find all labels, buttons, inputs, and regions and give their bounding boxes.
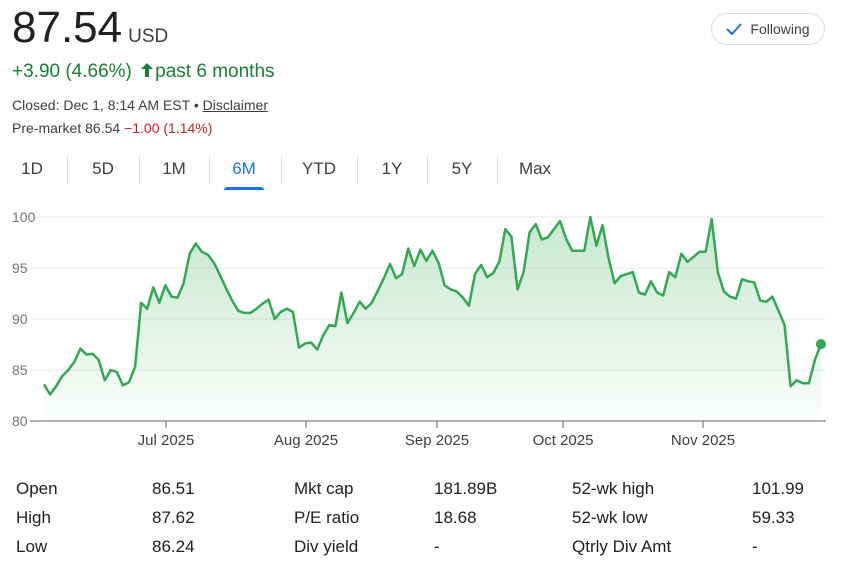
disclaimer-link[interactable]: Disclaimer xyxy=(202,97,268,113)
tab-divider xyxy=(427,156,428,184)
tab-5y[interactable]: 5Y xyxy=(451,159,473,178)
tab-divider xyxy=(281,156,282,184)
y-tick-label: 85 xyxy=(12,362,28,378)
stat-label: Low xyxy=(16,537,48,556)
following-label: Following xyxy=(750,21,810,37)
change-period: past 6 months xyxy=(155,61,275,82)
stat-label: Open xyxy=(16,479,58,498)
last-price-dot xyxy=(816,339,826,350)
stat-value: 18.68 xyxy=(434,508,477,527)
stat-value: 86.51 xyxy=(152,479,195,498)
price-change: +3.90 (4.66%) past 6 months xyxy=(12,61,275,83)
price-line xyxy=(42,215,823,396)
tab-divider xyxy=(497,156,498,184)
premarket-info: Pre-market 86.54 −1.00 (1.14%) xyxy=(12,120,212,136)
meta-separator: • xyxy=(189,97,203,113)
range-tabs: 1D 5D 1M 6M YTD 1Y 5Y Max xyxy=(0,150,600,190)
tab-1d[interactable]: 1D xyxy=(21,159,43,178)
price-value: 87.54 xyxy=(12,3,123,52)
x-tick-label: Oct 2025 xyxy=(533,432,594,449)
x-axis: Jul 2025 Aug 2025 Sep 2025 Oct 2025 Nov 2025 xyxy=(138,421,735,449)
tab-divider xyxy=(357,156,358,184)
tab-ytd[interactable]: YTD xyxy=(302,159,336,178)
stat-value: 86.24 xyxy=(152,537,195,556)
change-value: +3.90 (4.66%) xyxy=(12,61,132,82)
tab-divider xyxy=(67,156,68,184)
stat-value: 87.62 xyxy=(152,508,195,527)
checkmark-icon xyxy=(726,23,743,35)
tab-divider xyxy=(139,156,140,184)
tab-1m[interactable]: 1M xyxy=(162,159,186,178)
x-tick-label: Sep 2025 xyxy=(405,432,469,449)
y-tick-label: 100 xyxy=(12,209,36,225)
stat-label: 52-wk high xyxy=(572,479,655,498)
x-tick-label: Jul 2025 xyxy=(138,432,195,449)
tab-max[interactable]: Max xyxy=(518,159,552,178)
stat-label: Div yield xyxy=(294,537,359,556)
premarket-label: Pre-market 86.54 xyxy=(12,120,121,136)
price-chart[interactable]: 100 95 90 85 80 Jul 2025 Aug 2025 Sep 2025 Oct … xyxy=(0,200,841,460)
price-area xyxy=(44,217,821,421)
tab-5d[interactable]: 5D xyxy=(92,159,114,178)
stat-value: 181.89B xyxy=(434,479,498,498)
current-price: 87.54 USD xyxy=(12,2,168,63)
stat-label: 52-wk low xyxy=(572,508,648,527)
stat-label: Mkt cap xyxy=(294,479,354,498)
tab-6m[interactable]: 6M xyxy=(222,150,266,190)
stat-label: High xyxy=(16,508,51,527)
closed-label: Closed: Dec 1, 8:14 AM EST xyxy=(12,97,190,113)
stat-value: 59.33 xyxy=(752,508,795,527)
tab-1y[interactable]: 1Y xyxy=(381,159,403,178)
x-tick-label: Aug 2025 xyxy=(274,432,338,449)
stat-value: - xyxy=(752,537,758,556)
currency-label: USD xyxy=(128,26,169,47)
closed-info: Closed: Dec 1, 8:14 AM EST • Disclaimer xyxy=(12,97,268,113)
x-tick-label: Nov 2025 xyxy=(671,432,735,449)
y-tick-label: 95 xyxy=(12,260,28,276)
premarket-change: −1.00 (1.14%) xyxy=(124,120,213,136)
arrow-up-icon xyxy=(141,61,154,83)
y-axis: 100 95 90 85 80 xyxy=(12,209,36,429)
following-button[interactable]: Following xyxy=(711,13,825,45)
tab-divider xyxy=(209,156,210,184)
y-tick-label: 90 xyxy=(12,311,28,327)
stat-label: Qtrly Div Amt xyxy=(572,537,672,556)
stat-label: P/E ratio xyxy=(294,508,360,527)
stat-value: 101.99 xyxy=(752,479,804,498)
stat-value: - xyxy=(434,537,440,556)
y-tick-label: 80 xyxy=(12,413,28,429)
